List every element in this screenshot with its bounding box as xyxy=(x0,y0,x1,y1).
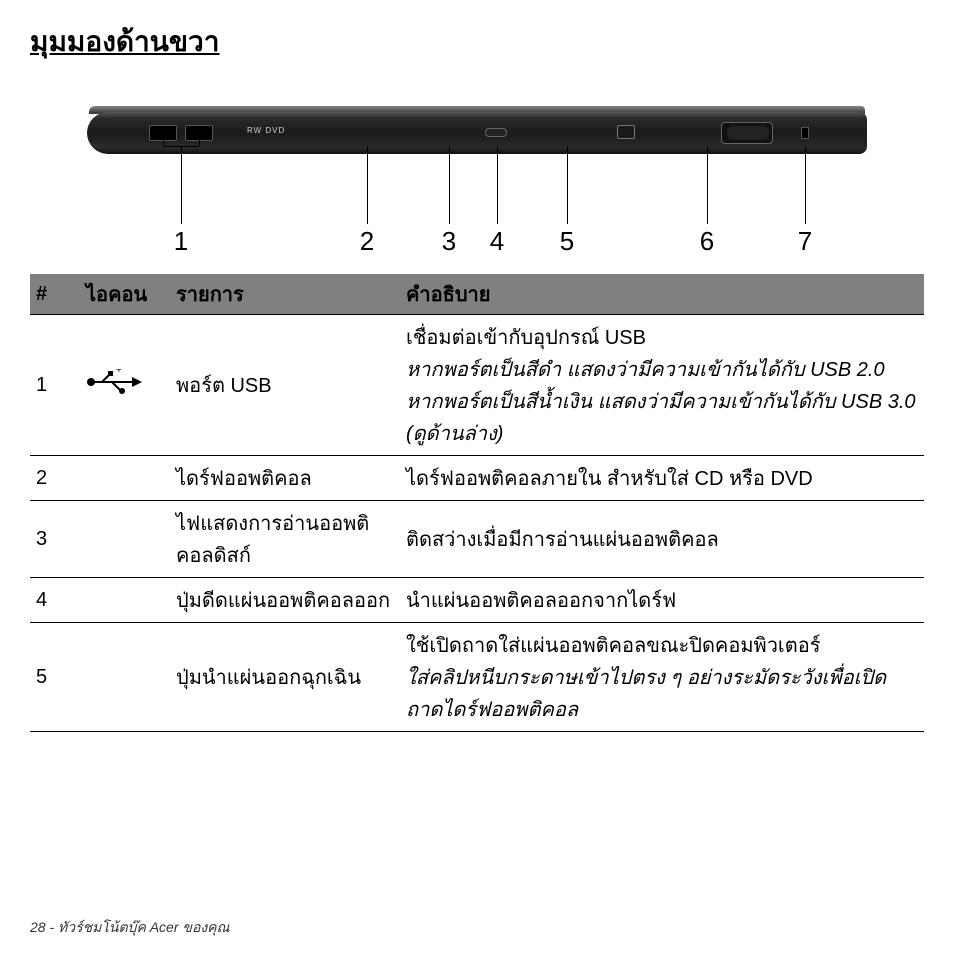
footer-page-number: 28 xyxy=(30,919,46,935)
row-number: 3 xyxy=(30,501,80,578)
callout-number-4: 4 xyxy=(482,226,512,257)
callout-line-3 xyxy=(449,146,450,224)
callout-line-5 xyxy=(567,146,568,224)
table-row: 5 ปุ่มนำแผ่นออกฉุกเฉินใช้เปิดถาดใส่แผ่นออ… xyxy=(30,623,924,732)
vga-port xyxy=(721,122,773,144)
table-row: 2 ไดร์ฟออพติคอลไดร์ฟออพติคอลภายใน สำหรับใ… xyxy=(30,456,924,501)
table-row: 1 + พอร์ต USBเชื่อมต่อเข้ากับอุปกรณ์ USBหา… xyxy=(30,315,924,456)
desc-plain: เชื่อมต่อเข้ากับอุปกรณ์ USB xyxy=(406,321,918,353)
right-view-diagram: RW DVD 1 2 3 4 5 6 7 xyxy=(87,84,867,264)
row-description: ติดสว่างเมื่อมีการอ่านแผ่นออพติคอล xyxy=(400,501,924,578)
desc-plain: ไดร์ฟออพติคอลภายใน สำหรับใส่ CD หรือ DVD xyxy=(406,462,918,494)
callout-line-2 xyxy=(367,146,368,224)
row-item: ปุ่มดีดแผ่นออพติคอลออก xyxy=(170,578,400,623)
row-description: ไดร์ฟออพติคอลภายใน สำหรับใส่ CD หรือ DVD xyxy=(400,456,924,501)
desc-italic: ใส่คลิปหนีบกระดาษเข้าไปตรง ๆ อย่างระมัดร… xyxy=(406,661,918,725)
page-title: มุมมองด้านขวา xyxy=(30,20,924,64)
row-number: 1 xyxy=(30,315,80,456)
row-item: ปุ่มนำแผ่นออกฉุกเฉิน xyxy=(170,623,400,732)
row-description: นำแผ่นออพติคอลออกจากไดร์ฟ xyxy=(400,578,924,623)
callout-tick-1b xyxy=(199,138,200,146)
callout-line-6 xyxy=(707,146,708,224)
dvd-rw-label: RW DVD xyxy=(247,126,285,135)
header-num: # xyxy=(30,274,80,315)
desc-plain: ติดสว่างเมื่อมีการอ่านแผ่นออพติคอล xyxy=(406,523,918,555)
row-icon xyxy=(80,456,170,501)
row-item: พอร์ต USB xyxy=(170,315,400,456)
row-number: 4 xyxy=(30,578,80,623)
row-item: ไฟแสดงการอ่านออพติคอลดิสก์ xyxy=(170,501,400,578)
row-number: 5 xyxy=(30,623,80,732)
eject-button xyxy=(485,128,507,137)
disc-icon xyxy=(617,125,635,139)
header-desc: คำอธิบาย xyxy=(400,274,924,315)
row-icon xyxy=(80,623,170,732)
footer-text: ทัวร์ชมโน้ตบุ๊ค Acer ของคุณ xyxy=(58,919,230,935)
page-footer: 28 - ทัวร์ชมโน้ตบุ๊ค Acer ของคุณ xyxy=(30,917,230,939)
row-description: เชื่อมต่อเข้ากับอุปกรณ์ USBหากพอร์ตเป็นส… xyxy=(400,315,924,456)
callout-branch-1 xyxy=(163,146,199,147)
table-header-row: # ไอคอน รายการ คำอธิบาย xyxy=(30,274,924,315)
desc-plain: ใช้เปิดถาดใส่แผ่นออพติคอลขณะปิดคอมพิวเตอ… xyxy=(406,629,918,661)
usb-icon: + xyxy=(86,369,142,395)
callout-number-5: 5 xyxy=(552,226,582,257)
desc-plain: นำแผ่นออพติคอลออกจากไดร์ฟ xyxy=(406,584,918,616)
laptop-side-illustration: RW DVD xyxy=(87,102,867,162)
header-item: รายการ xyxy=(170,274,400,315)
callout-number-1: 1 xyxy=(166,226,196,257)
row-icon xyxy=(80,578,170,623)
ports-table: # ไอคอน รายการ คำอธิบาย 1 + พอร์ต USBเชื่อ… xyxy=(30,274,924,732)
table-row: 4 ปุ่มดีดแผ่นออพติคอลออกนำแผ่นออพติคอลออก… xyxy=(30,578,924,623)
header-icon: ไอคอน xyxy=(80,274,170,315)
svg-text:+: + xyxy=(116,369,122,376)
callout-tick-1a xyxy=(163,138,164,146)
row-icon: + xyxy=(80,315,170,456)
desc-italic: หากพอร์ตเป็นสีดำ แสดงว่ามีความเข้ากันได้… xyxy=(406,353,918,449)
callout-number-3: 3 xyxy=(434,226,464,257)
callout-number-6: 6 xyxy=(692,226,722,257)
callout-line-7 xyxy=(805,146,806,224)
table-row: 3 ไฟแสดงการอ่านออพติคอลดิสก์ติดสว่างเมื่อ… xyxy=(30,501,924,578)
row-description: ใช้เปิดถาดใส่แผ่นออพติคอลขณะปิดคอมพิวเตอ… xyxy=(400,623,924,732)
row-item: ไดร์ฟออพติคอล xyxy=(170,456,400,501)
row-number: 2 xyxy=(30,456,80,501)
row-icon xyxy=(80,501,170,578)
callout-line-4 xyxy=(497,146,498,224)
lock-slot xyxy=(801,127,809,139)
callout-line-1 xyxy=(181,146,182,224)
callout-number-7: 7 xyxy=(790,226,820,257)
callout-number-2: 2 xyxy=(352,226,382,257)
